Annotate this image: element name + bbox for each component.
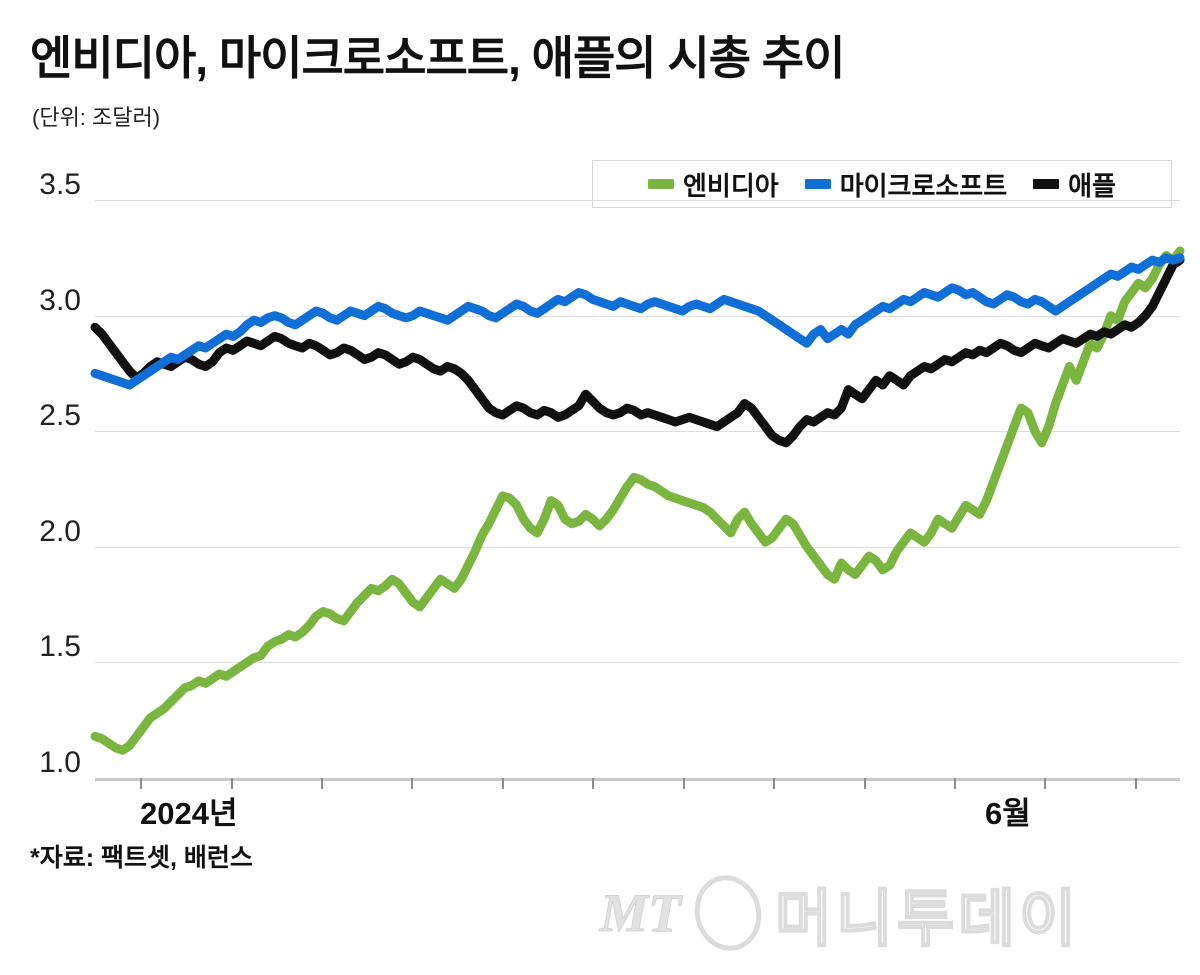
legend-label-apple: 애플 [1068, 170, 1116, 201]
series-line-nvidia [90, 246, 1185, 755]
legend-label-microsoft: 마이크로소프트 [839, 170, 1008, 201]
series-line-microsoft [90, 253, 1185, 390]
gridline-2 [95, 546, 1180, 548]
y-tick-label-2-5: 2.5 [39, 399, 81, 433]
plot-area [90, 200, 1185, 781]
unit-label: (단위: 조달러) [32, 105, 161, 130]
series-line-apple [90, 255, 1185, 448]
watermark-mt-text: MT [600, 882, 682, 943]
x-tick [411, 778, 413, 789]
x-axis-label-june: 6월 [985, 796, 1031, 831]
page-title: 엔비디아, 마이크로소프트, 애플의 시총 추이 [30, 32, 845, 84]
series-lines [90, 246, 1185, 755]
legend-label-nvidia: 엔비디아 [683, 170, 779, 201]
x-tick [954, 778, 956, 789]
y-tick-label-3-5: 3.5 [39, 168, 81, 201]
x-tick [231, 778, 233, 789]
y-tick-label-2-0: 2.0 [39, 514, 81, 548]
source-note: *자료: 팩트셋, 배런스 [30, 844, 253, 872]
y-tick-label-1-0: 1.0 [39, 746, 81, 779]
x-axis-label-year: 2024년 [140, 796, 238, 831]
x-tick [773, 778, 775, 789]
watermark-circle-icon [686, 867, 770, 958]
gridline-2-5 [95, 431, 1180, 433]
x-tick [864, 778, 866, 789]
y-axis-labels: 3.5 3.0 2.5 2.0 1.5 1.0 [0, 168, 95, 779]
y-tick-label-3-0: 3.0 [39, 283, 81, 317]
x-tick [1044, 778, 1046, 789]
x-tick [683, 778, 685, 789]
gridline-3-5 [95, 200, 1180, 201]
legend-swatch-microsoft [804, 179, 831, 189]
x-tick [321, 778, 323, 789]
x-axis-ticks [95, 778, 1180, 790]
gridline-1-5 [95, 662, 1180, 664]
x-tick [140, 778, 142, 789]
watermark-korean-text: 머니투데이 [774, 884, 1081, 955]
legend-swatch-apple [1033, 179, 1060, 189]
legend-item-microsoft[interactable]: 마이크로소프트 [804, 166, 1008, 203]
x-tick [592, 778, 594, 789]
legend-swatch-nvidia [648, 179, 674, 189]
gridline-3 [95, 315, 1180, 317]
legend-item-nvidia[interactable]: 엔비디아 [648, 166, 779, 203]
gridline-1 [95, 778, 1180, 781]
y-tick-label-1-5: 1.5 [39, 630, 81, 664]
watermark: MT 머니투데이 [600, 865, 1180, 960]
x-tick [502, 778, 504, 789]
x-tick [1135, 778, 1137, 789]
legend-item-apple[interactable]: 애플 [1033, 166, 1116, 203]
